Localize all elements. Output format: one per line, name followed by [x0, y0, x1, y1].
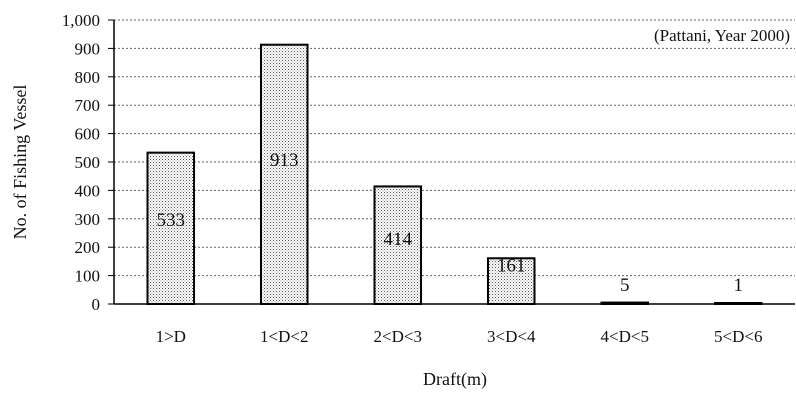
y-tick-label: 200: [75, 238, 101, 257]
y-tick-label: 900: [75, 39, 101, 58]
data-label: 913: [270, 150, 299, 171]
y-tick-label: 600: [75, 125, 101, 144]
bar: [146, 151, 196, 305]
annotation: (Pattani, Year 2000): [654, 26, 790, 45]
y-tick-label: 400: [75, 181, 101, 200]
axes: [108, 19, 795, 305]
x-tick-label: 4<D<5: [601, 327, 649, 346]
data-label: 161: [497, 255, 526, 276]
data-labels: 533 913 414 161 5 1: [157, 150, 744, 296]
y-tick-label: 0: [92, 295, 101, 314]
y-tick-label: 800: [75, 68, 101, 87]
bars: [146, 43, 763, 305]
data-label: 414: [384, 229, 413, 250]
x-axis-title: Draft(m): [423, 369, 487, 390]
bar: [259, 43, 309, 305]
y-tick-label: 500: [75, 153, 101, 172]
tick-labels: 0 100 200 300 400 500 600 700 800 900 1,000 1>D 1<D<…: [62, 11, 763, 346]
y-tick-label: 300: [75, 210, 101, 229]
x-tick-label: 2<D<3: [374, 327, 422, 346]
y-tick-label: 1,000: [62, 11, 100, 30]
y-tick-label: 700: [75, 96, 101, 115]
x-tick-label: 1>D: [156, 327, 186, 346]
x-tick-label: 3<D<4: [487, 327, 536, 346]
data-label: 1: [734, 275, 744, 296]
bar: [486, 257, 536, 305]
x-tick-label: 5<D<6: [714, 327, 762, 346]
y-tick-label: 100: [75, 267, 101, 286]
x-tick-label: 1<D<2: [260, 327, 308, 346]
data-label: 533: [157, 210, 186, 231]
y-axis-title: No. of Fishing Vessel: [10, 85, 30, 240]
data-label: 5: [620, 275, 630, 296]
gridlines: [114, 19, 795, 277]
bar: [373, 185, 423, 305]
